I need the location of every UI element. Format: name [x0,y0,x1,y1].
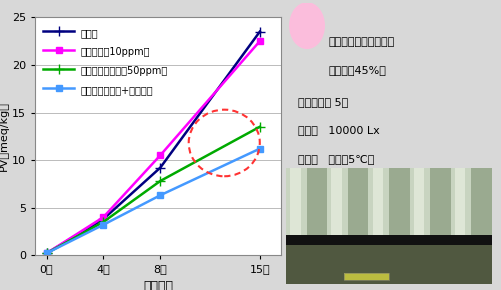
Text: （乳脂肪45%）: （乳脂肪45%） [328,66,386,75]
トコフェロール+茶抜出物 [100,223,106,226]
Bar [286,235,491,245]
無添加 [257,30,263,33]
X-axis label: 保存日数: 保存日数 [143,280,173,290]
Bar [413,168,423,238]
トコフェロール（50ppm） [257,125,263,128]
茶抜出物（10ppm） [257,39,263,43]
トコフェロール+茶抜出物 [44,251,50,255]
Line: トコフェロール+茶抜出物: トコフェロール+茶抜出物 [43,145,263,257]
Bar [347,168,368,238]
Bar [450,168,470,238]
Bar [368,168,388,238]
Bar [331,168,341,238]
Bar [343,273,388,280]
Text: 試料：市販生クリーム: 試料：市販生クリーム [328,37,394,47]
トコフェロール（50ppm） [44,251,50,255]
Bar [409,168,429,238]
Line: 茶抜出物（10ppm）: 茶抜出物（10ppm） [43,38,263,257]
Line: 無添加: 無添加 [42,27,264,258]
Text: 照射期間： 5日: 照射期間： 5日 [298,97,348,107]
茶抜出物（10ppm） [44,251,50,255]
Bar [388,168,409,238]
Y-axis label: PV（meq/kg）: PV（meq/kg） [0,102,9,171]
トコフェロール+茶抜出物 [157,193,163,197]
トコフェロール（50ppm） [157,179,163,183]
Bar [372,168,382,238]
Bar [470,168,491,238]
トコフェロール+茶抜出物 [257,147,263,151]
Circle shape [289,3,324,48]
Bar [327,168,347,238]
Line: トコフェロール（50ppm）: トコフェロール（50ppm） [42,122,264,258]
無添加 [157,166,163,169]
茶抜出物（10ppm） [157,154,163,157]
Bar [290,168,300,238]
Text: 照度：   10000 Lx: 照度： 10000 Lx [298,125,379,135]
Bar [286,245,491,284]
無添加 [44,251,50,255]
Text: 温度：   冷蔵（5℃）: 温度： 冷蔵（5℃） [298,153,374,164]
無添加 [100,217,106,221]
Bar [343,273,388,280]
Bar [286,168,306,238]
Bar [454,168,464,238]
トコフェロール（50ppm） [100,220,106,224]
Bar [429,168,450,238]
Legend: 無添加, 茶抜出物（10ppm）, トコフェロール（50ppm）, トコフェロール+茶抜出物: 無添加, 茶抜出物（10ppm）, トコフェロール（50ppm）, トコフェロー… [38,20,173,101]
Bar [306,168,327,238]
茶抜出物（10ppm） [100,215,106,219]
